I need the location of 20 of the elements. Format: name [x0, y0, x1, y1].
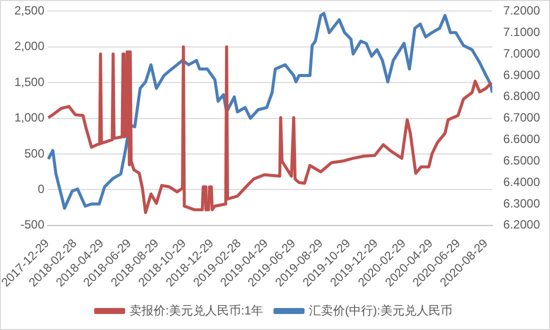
y-tick-label: 1,500	[14, 74, 45, 89]
y2-tick-label: 6.3000	[503, 196, 540, 210]
y2-tick-label: 6.8000	[503, 89, 540, 104]
y2-tick-label: 6.9000	[503, 68, 540, 82]
y-tick-label: 0	[38, 182, 45, 196]
y2-tick-label: 7.2000	[503, 4, 540, 18]
y-tick-label: 500	[24, 146, 45, 160]
y-tick-label: 2,500	[14, 4, 45, 18]
y2-tick-label: 7.1000	[503, 24, 540, 39]
y2-tick-label: 7.0000	[503, 46, 540, 60]
y-tick-label: 2,000	[14, 39, 45, 54]
y-tick-label: 1,000	[14, 110, 45, 125]
legend-label: 卖报价:美元兑人民币:1年	[130, 303, 264, 318]
y2-tick-label: 6.4000	[503, 174, 540, 189]
y2-tick-label: 6.2000	[503, 218, 540, 232]
y2-tick-label: 6.6000	[503, 132, 540, 146]
y2-tick-label: 6.5000	[503, 153, 540, 168]
y-tick-label: -500	[20, 218, 45, 232]
legend-label: 汇卖价(中行):美元兑人民币	[309, 303, 452, 318]
y2-tick-label: 6.7000	[503, 110, 540, 125]
